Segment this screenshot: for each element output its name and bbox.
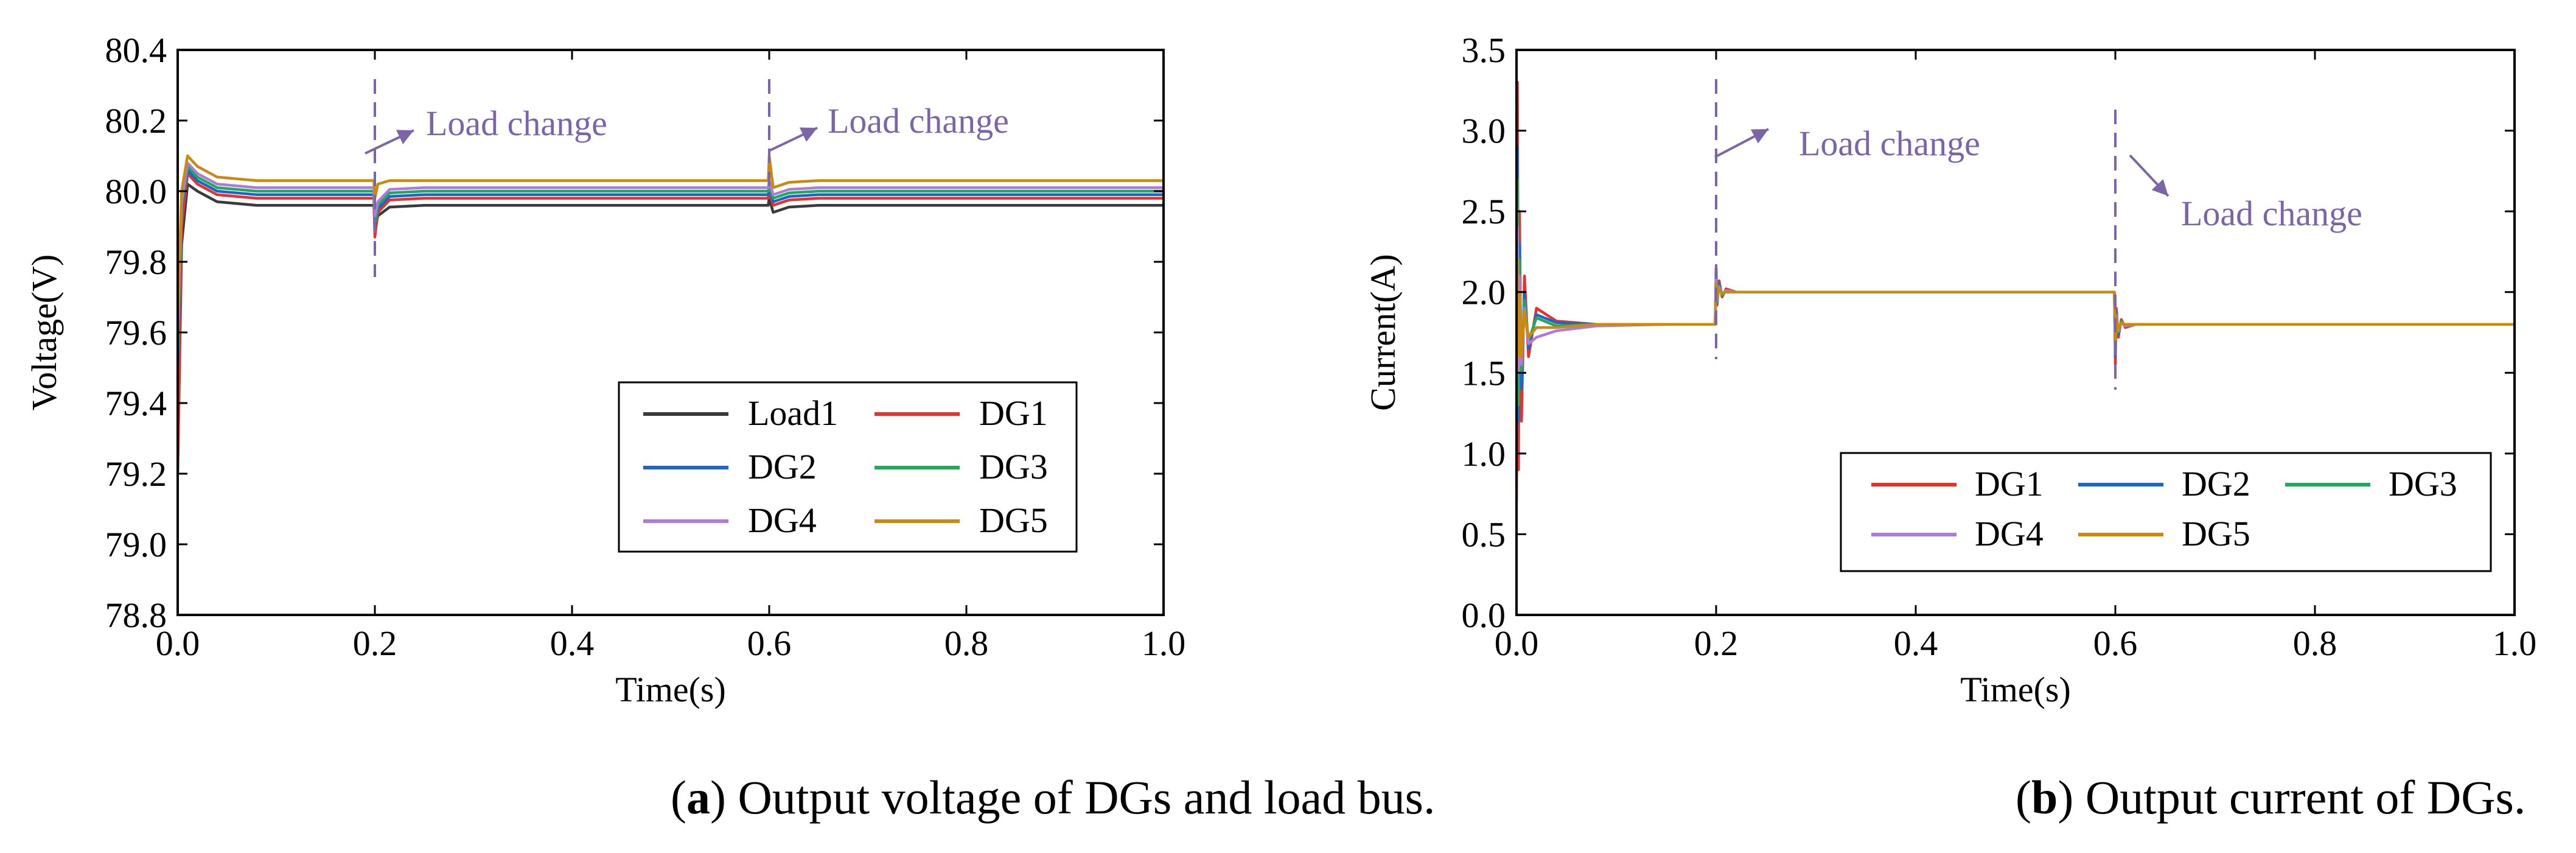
legend-label-dg5: DG5 bbox=[979, 500, 1048, 540]
y-tick-label: 80.4 bbox=[105, 30, 167, 70]
legend-label-dg3: DG3 bbox=[2389, 464, 2457, 504]
caption-text: Output voltage of DGs and load bus. bbox=[726, 771, 1436, 824]
y-tick-label: 0.0 bbox=[1462, 595, 1506, 635]
x-tick-label: 0.0 bbox=[1495, 623, 1539, 663]
caption-b: (b) Output current of DGs. bbox=[2016, 771, 2525, 824]
y-tick-label: 80.0 bbox=[105, 172, 167, 211]
load-change-label: Load change bbox=[426, 104, 607, 143]
y-tick-label: 2.5 bbox=[1462, 192, 1506, 231]
y-axis-label: Voltage(V) bbox=[24, 254, 64, 411]
y-tick-label: 79.8 bbox=[105, 242, 167, 282]
series-line-dg5 bbox=[1517, 258, 2515, 373]
load-change-label: Load change bbox=[828, 101, 1009, 141]
x-tick-label: 0.4 bbox=[550, 623, 595, 663]
y-tick-label: 79.6 bbox=[105, 313, 167, 353]
x-tick-label: 1.0 bbox=[2493, 623, 2537, 663]
y-tick-label: 0.5 bbox=[1462, 514, 1506, 554]
caption-paren: ( bbox=[2016, 771, 2031, 824]
caption-a: (a) Output voltage of DGs and load bus. bbox=[671, 771, 1435, 824]
load-change-arrowhead bbox=[799, 127, 817, 142]
legend-label-dg1: DG1 bbox=[979, 393, 1048, 433]
y-tick-label: 79.2 bbox=[105, 454, 167, 494]
caption-letter: a bbox=[686, 771, 710, 824]
series-line-dg4 bbox=[178, 161, 1164, 333]
x-tick-label: 0.6 bbox=[747, 623, 792, 663]
caption-paren: ) bbox=[710, 771, 726, 824]
y-tick-label: 1.0 bbox=[1462, 434, 1506, 474]
x-tick-label: 0.2 bbox=[353, 623, 397, 663]
x-axis-label: Time(s) bbox=[1960, 670, 2071, 709]
legend-label-dg1: DG1 bbox=[1975, 464, 2044, 504]
caption-text: Output current of DGs. bbox=[2073, 771, 2525, 824]
load-change-label: Load change bbox=[2181, 194, 2362, 233]
legend-label-dg4: DG4 bbox=[1975, 514, 2044, 553]
plot-frame bbox=[1515, 49, 2516, 616]
x-axis-label: Time(s) bbox=[615, 670, 726, 709]
x-tick-label: 1.0 bbox=[1142, 623, 1186, 663]
chart-a: Load change Load change 0.0 0.2 0.4 0.6 0.8 1.0… bbox=[24, 30, 1185, 709]
x-tick-label: 0.8 bbox=[2293, 623, 2337, 663]
caption-paren: ) bbox=[2058, 771, 2073, 824]
y-tick-label: 80.2 bbox=[105, 101, 167, 141]
x-tick-label: 0.6 bbox=[2093, 623, 2138, 663]
y-tick-label: 79.0 bbox=[105, 525, 167, 564]
legend-label-dg3: DG3 bbox=[979, 447, 1048, 486]
legend-label-dg5: DG5 bbox=[2182, 514, 2250, 553]
y-tick-label: 3.5 bbox=[1462, 30, 1506, 70]
series-group bbox=[178, 154, 1164, 474]
legend-label-dg4: DG4 bbox=[748, 500, 817, 540]
series-line-dg5 bbox=[178, 154, 1164, 315]
series-group bbox=[1517, 80, 2515, 502]
legend-label-load1: Load1 bbox=[748, 393, 838, 433]
y-tick-label: 1.5 bbox=[1462, 353, 1506, 393]
load-change-arrowhead bbox=[396, 130, 414, 144]
series-line-dg3 bbox=[1517, 177, 2515, 421]
load-change-label: Load change bbox=[1799, 124, 1980, 163]
chart-b: Load change Load change 0.0 0.2 0.4 0.6 0.8 1.0… bbox=[1363, 30, 2536, 709]
y-tick-label: 79.4 bbox=[105, 384, 167, 423]
caption-letter: b bbox=[2031, 771, 2058, 824]
series-line-dg2 bbox=[1517, 145, 2515, 454]
series-line-dg2 bbox=[178, 168, 1164, 368]
y-axis-label: Current(A) bbox=[1363, 254, 1403, 411]
legend-label-dg2: DG2 bbox=[748, 447, 817, 486]
series-line-dg4 bbox=[1517, 226, 2515, 389]
load-change-arrowhead bbox=[2151, 179, 2168, 196]
y-tick-label: 2.0 bbox=[1462, 273, 1506, 312]
x-tick-label: 0.4 bbox=[1894, 623, 1938, 663]
y-tick-label: 78.8 bbox=[105, 595, 167, 635]
x-tick-label: 0.0 bbox=[156, 623, 200, 663]
legend-label-dg2: DG2 bbox=[2182, 464, 2250, 504]
caption-paren: ( bbox=[671, 771, 686, 824]
x-tick-label: 0.8 bbox=[944, 623, 989, 663]
legend-box bbox=[1840, 452, 2492, 572]
x-tick-label: 0.2 bbox=[1694, 623, 1739, 663]
load-change-arrowhead bbox=[1750, 129, 1768, 144]
y-tick-label: 3.0 bbox=[1462, 111, 1506, 151]
